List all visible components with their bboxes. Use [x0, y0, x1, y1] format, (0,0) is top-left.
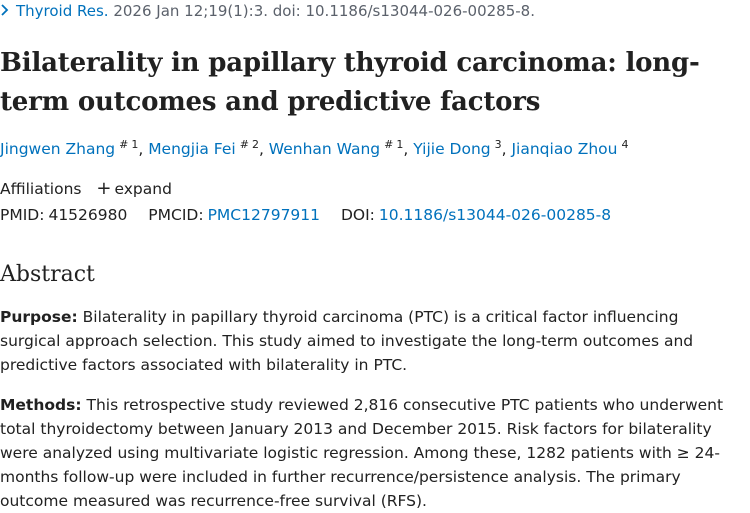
purpose-text: Bilaterality in papillary thyroid carcin…: [0, 308, 694, 374]
author-link[interactable]: Jianqiao Zhou: [511, 140, 618, 158]
doi-label: DOI:: [340, 206, 375, 224]
article-title: Bilaterality in papillary thyroid carcin…: [0, 48, 700, 117]
expand-affiliations-button[interactable]: + expand: [96, 178, 172, 199]
identifiers-row: PMID: 41526980 PMCID: PMC12797911 DOI: 10.1…: [0, 206, 627, 224]
author-mark: #: [239, 138, 249, 151]
pmcid-label: PMCID:: [148, 206, 204, 224]
citation-line: Thyroid Res. 2026 Jan 12;19(1):3. doi: 1…: [0, 2, 750, 24]
author-mark: #: [119, 138, 129, 151]
author-affiliation-ref[interactable]: 1: [396, 138, 404, 151]
expand-label: expand: [114, 180, 172, 198]
author-link[interactable]: Mengjia Fei: [148, 140, 236, 158]
abstract-heading: Abstract: [0, 262, 95, 287]
author-link[interactable]: Jingwen Zhang: [0, 140, 116, 158]
author-link[interactable]: Wenhan Wang: [268, 140, 381, 158]
pmcid-link[interactable]: PMC12797911: [207, 206, 321, 224]
citation-details: 2026 Jan 12;19(1):3. doi: 10.1186/s13044…: [108, 2, 535, 20]
affiliations-row: Affiliations + expand: [0, 178, 172, 199]
doi-link[interactable]: 10.1186/s13044-026-00285-8: [378, 206, 612, 224]
author-list: Jingwen Zhang #1, Mengjia Fei #2, Wenhan W…: [0, 138, 629, 158]
abstract-methods: Methods: This retrospective study review…: [0, 393, 740, 513]
methods-text: This retrospective study reviewed 2,816 …: [0, 396, 724, 510]
plus-icon: +: [96, 178, 112, 199]
pmid-value: 41526980: [48, 206, 128, 224]
affiliations-label: Affiliations: [0, 180, 82, 198]
author-affiliation-ref[interactable]: 3: [494, 138, 502, 151]
journal-link[interactable]: Thyroid Res.: [16, 2, 109, 20]
pmid-label: PMID:: [0, 206, 45, 224]
author-affiliation-ref[interactable]: 1: [131, 138, 139, 151]
purpose-label: Purpose:: [0, 308, 78, 326]
author-affiliation-ref[interactable]: 4: [621, 138, 629, 151]
methods-label: Methods:: [0, 396, 82, 414]
chevron-right-icon[interactable]: [0, 2, 16, 20]
abstract-purpose: Purpose: Bilaterality in papillary thyro…: [0, 305, 740, 377]
author-mark: #: [384, 138, 394, 151]
author-link[interactable]: Yijie Dong: [413, 140, 491, 158]
author-affiliation-ref[interactable]: 2: [251, 138, 259, 151]
